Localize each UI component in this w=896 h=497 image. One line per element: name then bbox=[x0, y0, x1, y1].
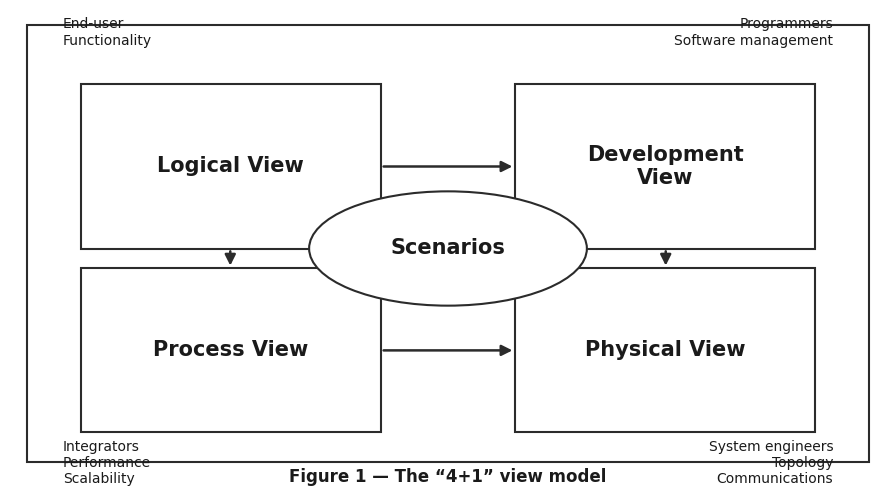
Bar bbox=[27, 25, 869, 462]
Ellipse shape bbox=[309, 191, 587, 306]
Text: Programmers
Software management: Programmers Software management bbox=[675, 17, 833, 48]
Bar bbox=[81, 84, 381, 248]
Bar bbox=[81, 268, 381, 432]
Text: Process View: Process View bbox=[153, 340, 308, 360]
Text: Figure 1 — The “4+1” view model: Figure 1 — The “4+1” view model bbox=[289, 468, 607, 486]
Text: System engineers
Topology
Communications: System engineers Topology Communications bbox=[709, 440, 833, 486]
Text: End-user
Functionality: End-user Functionality bbox=[63, 17, 151, 48]
Text: Scenarios: Scenarios bbox=[391, 239, 505, 258]
Text: Physical View: Physical View bbox=[585, 340, 745, 360]
Bar bbox=[515, 268, 815, 432]
Bar bbox=[515, 84, 815, 248]
Text: Development
View: Development View bbox=[587, 145, 744, 188]
Text: Logical View: Logical View bbox=[158, 157, 304, 176]
Text: Integrators
Performance
Scalability: Integrators Performance Scalability bbox=[63, 440, 151, 486]
